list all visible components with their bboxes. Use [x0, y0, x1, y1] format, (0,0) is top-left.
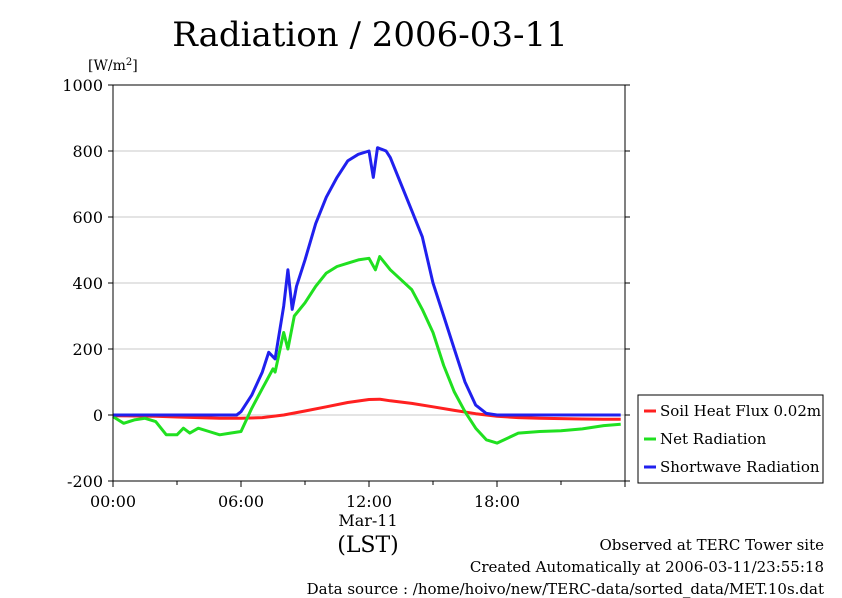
chart-title: Radiation / 2006-03-11: [172, 15, 568, 55]
legend: Soil Heat Flux 0.02m Net Radiation Shortwa…: [637, 394, 824, 484]
series-line-0: [112, 397, 621, 421]
x-tick-label-2: 12:00: [346, 492, 392, 511]
legend-box: [637, 394, 824, 484]
series-line-1: [112, 255, 621, 445]
y-tick-label-3: 400: [72, 274, 103, 293]
y-tick-label-1: 0: [93, 406, 103, 425]
footer-observed: Observed at TERC Tower site: [599, 536, 824, 554]
plot-series: [112, 146, 621, 445]
y-tick-label-2: 200: [72, 340, 103, 359]
legend-label-0: Soil Heat Flux 0.02m: [660, 402, 821, 420]
legend-label-1: Net Radiation: [660, 430, 767, 448]
x-axis-label: (LST): [337, 533, 399, 558]
legend-label-2: Shortwave Radiation: [660, 458, 820, 476]
y-axis-unit-base: [W/m: [88, 58, 126, 74]
footer-created: Created Automatically at 2006-03-11/23:5…: [469, 558, 824, 576]
y-tick-labels: -200 0 200 400 600 800 1000: [62, 76, 103, 491]
grid-lines: [113, 150, 625, 416]
y-tick-label-6: 1000: [62, 76, 103, 95]
y-axis-unit-close: ]: [132, 58, 137, 74]
x-tick-label-3: 18:00: [474, 492, 520, 511]
y-axis-unit: [W/m2]: [88, 57, 138, 75]
y-tick-label-5: 800: [72, 142, 103, 161]
y-tick-label-4: 600: [72, 208, 103, 227]
date-label: Mar-11: [338, 511, 397, 530]
x-tick-labels: 00:00 06:00 12:00 18:00: [90, 492, 520, 511]
y-tick-label-0: -200: [67, 472, 103, 491]
series-line-2: [113, 146, 621, 417]
x-tick-label-0: 00:00: [90, 492, 136, 511]
x-tick-label-1: 06:00: [218, 492, 264, 511]
y-axis-unit-sup: 2: [126, 57, 132, 68]
footer-data-source: Data source : /home/hoivo/new/TERC-data/…: [306, 580, 824, 598]
axes: [108, 84, 630, 487]
